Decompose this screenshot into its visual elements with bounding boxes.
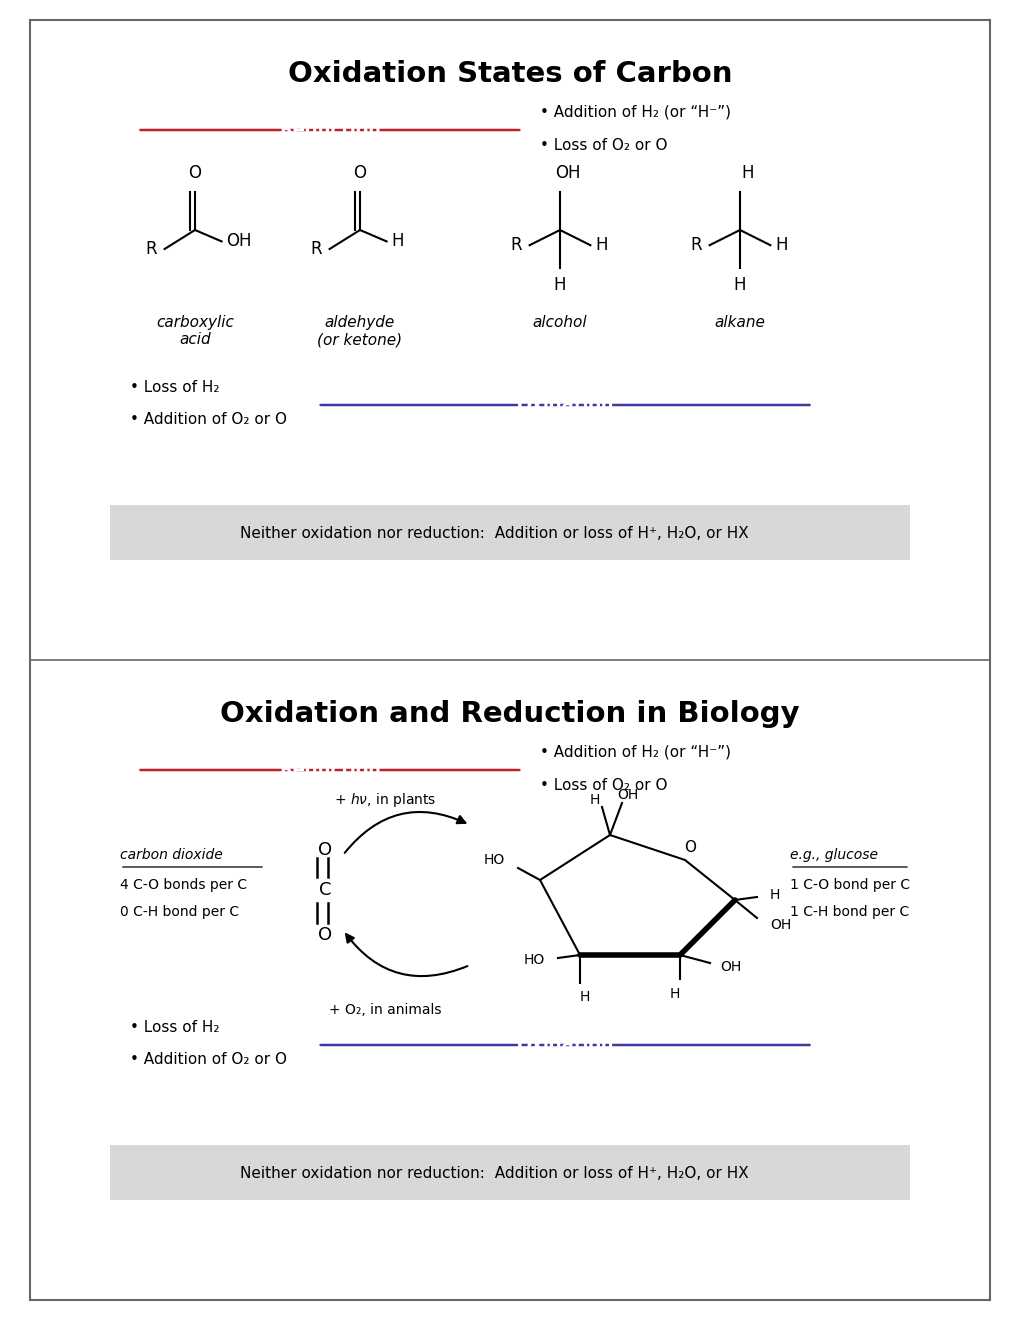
Text: e.g., glucose: e.g., glucose [790, 847, 877, 862]
Text: O: O [318, 841, 332, 859]
Text: H: H [553, 276, 566, 294]
Text: • Loss of O₂ or O: • Loss of O₂ or O [539, 777, 666, 792]
Text: H: H [595, 236, 607, 255]
FancyBboxPatch shape [110, 506, 909, 560]
Text: Reduction: Reduction [279, 762, 380, 779]
Text: Oxidation: Oxidation [516, 1036, 613, 1053]
Text: aldehyde
(or ketone): aldehyde (or ketone) [317, 315, 403, 347]
Text: H: H [589, 793, 599, 807]
Text: 1 C-H bond per C: 1 C-H bond per C [790, 906, 908, 919]
Text: Oxidation: Oxidation [516, 396, 613, 414]
Text: R: R [310, 240, 321, 257]
Text: Reduction: Reduction [279, 121, 380, 139]
Text: • Loss of H₂: • Loss of H₂ [129, 380, 219, 395]
Text: Addition or loss of H⁺, H₂O, or HX: Addition or loss of H⁺, H₂O, or HX [484, 1166, 748, 1180]
Text: O: O [684, 841, 695, 855]
Text: H: H [741, 164, 753, 182]
Text: • Addition of O₂ or O: • Addition of O₂ or O [129, 412, 286, 428]
Text: OH: OH [769, 917, 791, 932]
Text: O: O [318, 927, 332, 944]
FancyBboxPatch shape [110, 1144, 909, 1200]
Text: alkane: alkane [714, 315, 764, 330]
Text: H: H [769, 888, 780, 902]
Text: • Addition of O₂ or O: • Addition of O₂ or O [129, 1052, 286, 1068]
Text: R: R [510, 236, 521, 255]
Text: O: O [354, 164, 366, 182]
Text: H: H [669, 987, 680, 1001]
Text: carboxylic
acid: carboxylic acid [156, 315, 233, 347]
Text: carbon dioxide: carbon dioxide [120, 847, 222, 862]
Text: alcohol: alcohol [532, 315, 587, 330]
Text: • Addition of H₂ (or “H⁻”): • Addition of H₂ (or “H⁻”) [539, 744, 731, 759]
Polygon shape [140, 129, 520, 131]
Text: • Addition of H₂ (or “H⁻”): • Addition of H₂ (or “H⁻”) [539, 104, 731, 120]
Text: Addition or loss of H⁺, H₂O, or HX: Addition or loss of H⁺, H₂O, or HX [484, 525, 748, 540]
Text: O: O [189, 164, 202, 182]
Text: H: H [774, 236, 787, 255]
Text: Oxidation States of Carbon: Oxidation States of Carbon [287, 59, 732, 88]
Text: Neither oxidation nor reduction:: Neither oxidation nor reduction: [239, 1166, 484, 1180]
Text: Oxidation and Reduction in Biology: Oxidation and Reduction in Biology [220, 700, 799, 729]
Text: + O₂, in animals: + O₂, in animals [328, 1003, 441, 1016]
Text: H: H [733, 276, 746, 294]
Text: • Loss of H₂: • Loss of H₂ [129, 1019, 219, 1035]
Text: OH: OH [616, 788, 638, 803]
Text: HO: HO [523, 953, 544, 968]
Text: C: C [318, 880, 331, 899]
FancyArrowPatch shape [345, 935, 467, 975]
Text: • Loss of O₂ or O: • Loss of O₂ or O [539, 137, 666, 153]
Polygon shape [140, 770, 520, 771]
FancyArrowPatch shape [344, 812, 465, 853]
Text: OH: OH [554, 164, 580, 182]
Text: H: H [579, 990, 590, 1005]
Polygon shape [320, 404, 809, 405]
Text: 0 C-H bond per C: 0 C-H bond per C [120, 906, 238, 919]
Polygon shape [320, 1044, 809, 1045]
Text: + $h\nu$, in plants: + $h\nu$, in plants [333, 791, 436, 809]
Text: OH: OH [719, 960, 741, 974]
Text: H: H [391, 232, 404, 251]
Text: OH: OH [226, 232, 252, 251]
Text: HO: HO [483, 853, 504, 867]
Text: R: R [689, 236, 701, 255]
Text: 4 C-O bonds per C: 4 C-O bonds per C [120, 878, 247, 892]
Text: Neither oxidation nor reduction:: Neither oxidation nor reduction: [239, 525, 484, 540]
Text: R: R [145, 240, 157, 257]
Text: 1 C-O bond per C: 1 C-O bond per C [790, 878, 909, 892]
